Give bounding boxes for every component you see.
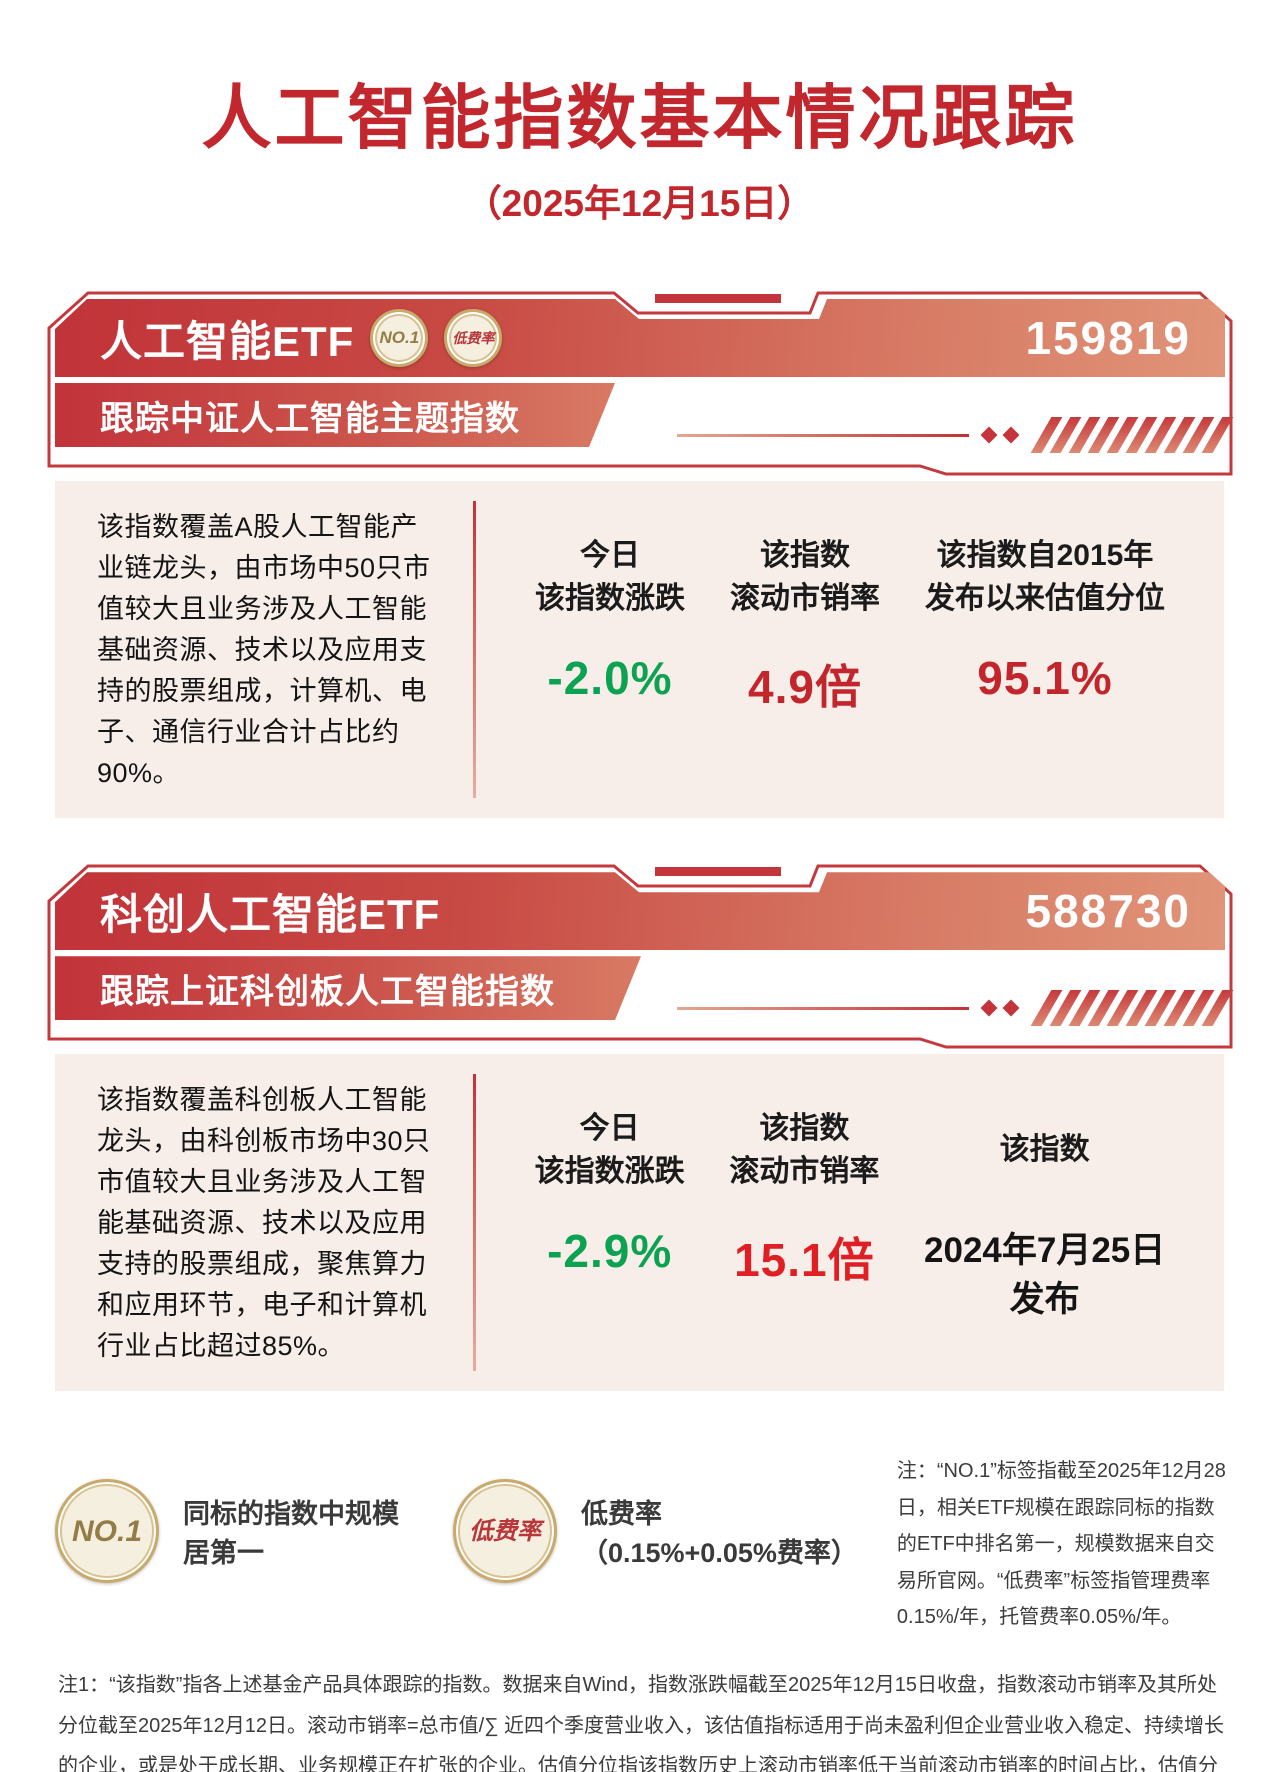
stat-value: 2024年7月25日 bbox=[924, 1231, 1166, 1271]
banner-line-decoration bbox=[677, 988, 1234, 1028]
stat-label-line2: 滚动市销率 bbox=[729, 1155, 880, 1189]
stat-label-line1: 该指数 bbox=[999, 1133, 1090, 1167]
stat-value: 4.9倍 bbox=[748, 661, 862, 713]
etf-code: 588730 bbox=[1025, 885, 1191, 938]
stat-value: -2.9% bbox=[547, 1225, 673, 1278]
etf-stats: 今日 该指数涨跌 -2.9% 该指数 滚动市销率 15.1倍 该指数 bbox=[476, 1054, 1224, 1391]
stat-value: 95.1% bbox=[977, 652, 1113, 704]
lowfee-badge-icon: 低费率 bbox=[444, 309, 502, 367]
notch-dash-decoration bbox=[655, 867, 781, 877]
stat-value: 15.1倍 bbox=[734, 1234, 875, 1287]
footnote-1: 注1：“该指数”指各上述基金产品具体跟踪的指数。数据来自Wind，指数涨跌幅截至… bbox=[58, 1674, 1225, 1772]
etf-stats: 今日 该指数涨跌 -2.0% 该指数 滚动市销率 4.9倍 该指数自2015年 bbox=[476, 481, 1224, 818]
stat-label-line2: 该指数涨跌 bbox=[534, 1155, 685, 1189]
lowfee-seal-icon: 低费率 bbox=[452, 1479, 557, 1584]
stat-label-line2: 该指数涨跌 bbox=[535, 582, 685, 615]
no1-badge-icon: NO.1 bbox=[370, 309, 428, 367]
deco-line bbox=[677, 1006, 969, 1010]
etf-banner: 人工智能ETF NO.1 低费率 159819 跟踪中证人工智能主题指数 bbox=[47, 291, 1234, 476]
stat-label-line2: 滚动市销率 bbox=[730, 582, 880, 615]
diamond-icon bbox=[1002, 999, 1020, 1017]
etf-name: 科创人工智能ETF bbox=[100, 890, 441, 938]
stat-launch-date: 该指数 2024年7月25日 发布 bbox=[924, 1104, 1165, 1391]
stat-label-line2: 发布以来估值分位 bbox=[925, 582, 1165, 615]
page-date: （2025年12月15日） bbox=[464, 183, 815, 224]
badge-side-note: 注：“NO.1”标签指截至2025年12月28日，相关ETF规模在跟踪同标的指数… bbox=[896, 1460, 1226, 1628]
stat-label-line1: 该指数 bbox=[760, 538, 850, 572]
etf-track-bar: 跟踪上证科创板人工智能指数 bbox=[55, 956, 641, 1020]
stat-daily-change: 今日 该指数涨跌 -2.9% bbox=[535, 1104, 685, 1391]
banner-title-bar: 科创人工智能ETF 588730 bbox=[55, 872, 1225, 950]
etf-detail-panel: 该指数覆盖A股人工智能产业链龙头，由市场中50只市值较大且业务涉及人工智能基础资… bbox=[55, 481, 1224, 819]
stat-label-line1: 今日 bbox=[579, 1111, 640, 1145]
etf-description: 该指数覆盖科创板人工智能龙头，由科创板市场中30只市值较大且业务涉及人工智能基础… bbox=[97, 1085, 431, 1362]
lowfee-seal-label: 低费率 bbox=[468, 1517, 541, 1545]
etf-track-label: 跟踪上证科创板人工智能指数 bbox=[100, 972, 555, 1011]
banner-line-decoration bbox=[677, 415, 1234, 455]
stat-value: -2.0% bbox=[547, 652, 673, 704]
etf-card-159819: 人工智能ETF NO.1 低费率 159819 跟踪中证人工智能主题指数 该指数… bbox=[47, 291, 1234, 819]
notch-dash-decoration bbox=[655, 294, 781, 303]
lowfee-legend-text: 低费率（0.15%+0.05%费率） bbox=[580, 1499, 858, 1569]
legend-row: NO.1 同标的指数中规模居第一 低费率 低费率（0.15%+0.05%费率） … bbox=[55, 1453, 1231, 1635]
no1-seal-label: NO.1 bbox=[71, 1514, 143, 1548]
diamond-icon bbox=[980, 999, 998, 1017]
etf-banner: 科创人工智能ETF 588730 跟踪上证科创板人工智能指数 bbox=[47, 864, 1234, 1049]
stat-ps-ratio: 该指数 滚动市销率 15.1倍 bbox=[729, 1104, 879, 1391]
stat-valuation-percentile: 该指数自2015年 发布以来估值分位 95.1% bbox=[925, 531, 1165, 818]
stat-label-line1: 该指数自2015年 bbox=[936, 538, 1154, 572]
stat-value-line2: 发布 bbox=[1009, 1280, 1080, 1320]
diamond-icon bbox=[980, 426, 998, 444]
page-title: 人工智能指数基本情况跟踪 bbox=[201, 79, 1078, 157]
vertical-divider bbox=[473, 501, 476, 799]
vertical-divider bbox=[473, 1074, 476, 1372]
etf-description: 该指数覆盖A股人工智能产业链龙头，由市场中50只市值较大且业务涉及人工智能基础资… bbox=[97, 512, 431, 789]
stat-ps-ratio: 该指数 滚动市销率 4.9倍 bbox=[730, 531, 880, 818]
etf-name: 人工智能ETF bbox=[100, 317, 355, 365]
stat-daily-change: 今日 该指数涨跌 -2.0% bbox=[535, 531, 685, 818]
etf-track-bar: 跟踪中证人工智能主题指数 bbox=[55, 383, 615, 447]
etf-track-label: 跟踪中证人工智能主题指数 bbox=[100, 399, 520, 438]
footnotes: 注1：“该指数”指各上述基金产品具体跟踪的指数。数据来自Wind，指数涨跌幅截至… bbox=[58, 1665, 1229, 1772]
etf-detail-panel: 该指数覆盖科创板人工智能龙头，由科创板市场中30只市值较大且业务涉及人工智能基础… bbox=[55, 1054, 1224, 1392]
slashes-decoration bbox=[1030, 417, 1234, 453]
stat-label-line1: 今日 bbox=[580, 538, 640, 572]
slashes-decoration bbox=[1030, 990, 1234, 1027]
no1-badge-label: NO.1 bbox=[379, 328, 420, 348]
diamond-icon bbox=[1002, 426, 1020, 444]
etf-card-588730: 科创人工智能ETF 588730 跟踪上证科创板人工智能指数 该指数覆盖科创板人… bbox=[47, 864, 1234, 1392]
no1-legend-text: 同标的指数中规模居第一 bbox=[183, 1499, 399, 1569]
no1-seal-icon: NO.1 bbox=[55, 1479, 159, 1584]
stat-label-line1: 该指数 bbox=[759, 1111, 850, 1145]
banner-title-bar: 人工智能ETF NO.1 低费率 159819 bbox=[55, 299, 1225, 377]
deco-line bbox=[677, 433, 969, 437]
etf-code: 159819 bbox=[1025, 312, 1191, 364]
legend-badges: NO.1 同标的指数中规模居第一 低费率 低费率（0.15%+0.05%费率） bbox=[55, 1479, 897, 1584]
lowfee-badge-label: 低费率 bbox=[452, 329, 495, 346]
